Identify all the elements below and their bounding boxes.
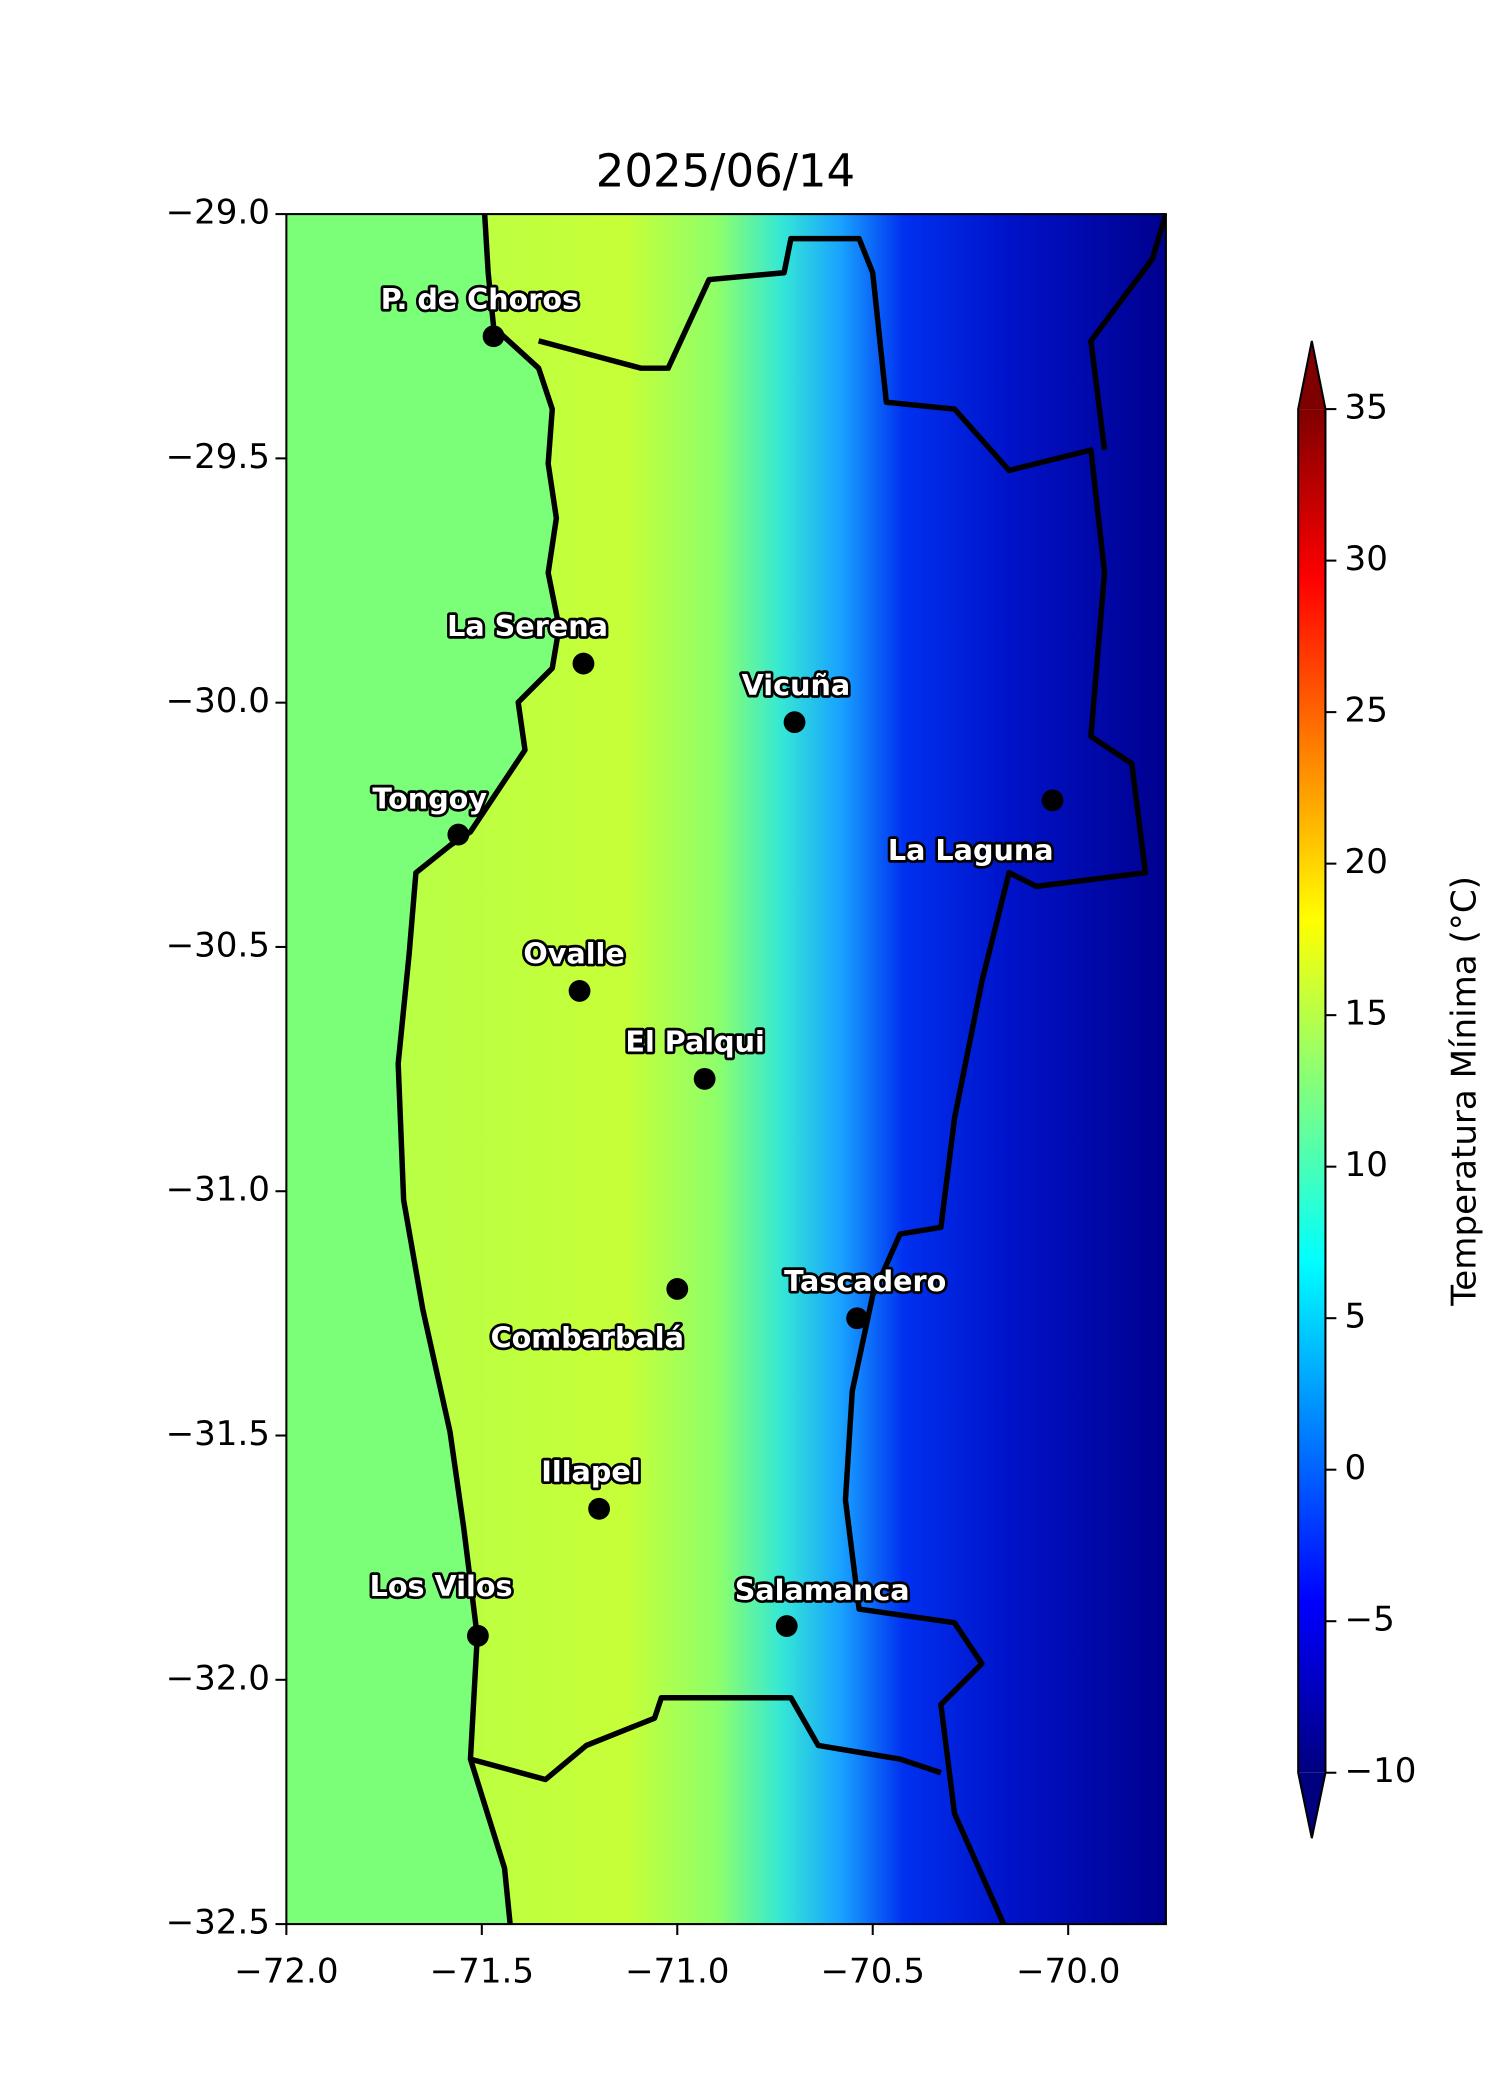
city-marker: [568, 980, 591, 1002]
y-tick-label: −31.5: [166, 1414, 270, 1454]
colorbar-tick-label: 5: [1345, 1297, 1367, 1337]
colorbar: [1298, 409, 1326, 1773]
city-marker: [572, 652, 595, 675]
city-label: La Serena: [447, 609, 608, 643]
y-tick-label: −29.5: [166, 437, 270, 477]
colorbar-tick-label: 15: [1345, 994, 1388, 1034]
title: 2025/06/14: [596, 145, 855, 198]
x-tick-label: −71.0: [625, 1952, 729, 1992]
city-label: Tascadero: [784, 1264, 946, 1298]
colorbar-tick-label: 20: [1345, 842, 1388, 882]
city-marker: [588, 1497, 610, 1520]
y-tick-label: −32.5: [166, 1903, 270, 1943]
city-label: El Palqui: [625, 1024, 764, 1058]
city-marker: [775, 1615, 798, 1637]
city-marker: [783, 711, 806, 734]
colorbar-tick-label: 0: [1345, 1448, 1367, 1488]
y-tick-label: −31.0: [166, 1170, 270, 1210]
plot-frame: [285, 213, 1167, 1926]
city-label: Salamanca: [735, 1573, 910, 1607]
city-marker: [467, 1624, 489, 1647]
land: [395, 214, 1166, 1925]
y-tick-label: −30.0: [166, 681, 270, 721]
x-tick-label: −70.5: [821, 1952, 925, 1992]
x-tick-label: −72.0: [234, 1952, 338, 1992]
country-border: [1088, 214, 1166, 451]
region-border: [537, 235, 1149, 1925]
colorbar-tick-label: 30: [1345, 539, 1388, 579]
city-label: Ovalle: [523, 936, 624, 970]
colorbar-tick-label: 10: [1345, 1145, 1388, 1185]
colorbar-label: Temperatura Mínima (°C): [1444, 876, 1484, 1307]
city-marker: [693, 1067, 716, 1090]
city-marker: [666, 1278, 689, 1300]
map-field: [286, 214, 1166, 1925]
colorbar-tick-label: −5: [1345, 1600, 1395, 1640]
city-marker: [482, 325, 505, 348]
colorbar-extend-max: [1298, 340, 1326, 410]
city-label: Tongoy: [372, 781, 487, 815]
city-marker: [447, 823, 470, 846]
colorbar-extend-min: [1298, 1772, 1326, 1839]
x-tick-label: −70.0: [1016, 1952, 1120, 1992]
city-marker: [1041, 789, 1064, 812]
region-border: [469, 1694, 942, 1783]
city-label: Los Vilos: [370, 1569, 513, 1603]
city-label: P. de Choros: [381, 282, 579, 316]
city-marker: [846, 1307, 868, 1330]
city-label: Combarbalá: [491, 1320, 684, 1354]
city-label: Illapel: [541, 1454, 640, 1488]
y-tick-label: −29.0: [166, 193, 270, 233]
y-tick-label: −32.0: [166, 1658, 270, 1698]
colorbar-tick-label: −10: [1345, 1751, 1417, 1791]
colorbar-tick-label: 25: [1345, 691, 1388, 731]
colorbar-tick-label: 35: [1345, 388, 1388, 428]
y-tick-label: −30.5: [166, 925, 270, 965]
city-label: Vicuña: [742, 668, 851, 702]
x-tick-label: −71.5: [430, 1952, 534, 1992]
city-label: La Laguna: [888, 833, 1054, 867]
